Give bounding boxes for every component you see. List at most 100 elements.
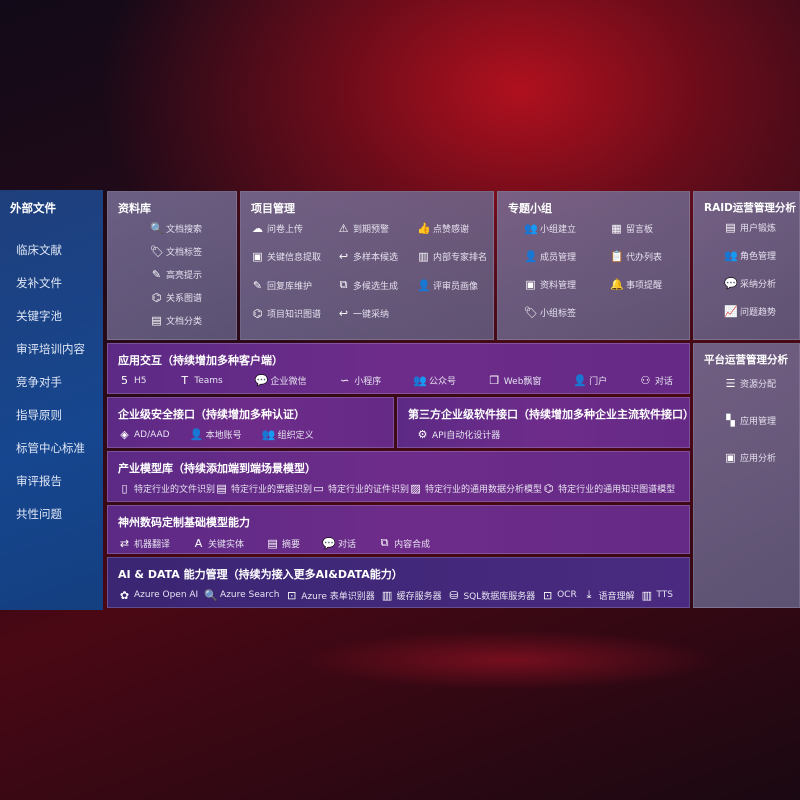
feature-item[interactable]: ⊡ OCR (541, 588, 577, 602)
sidebar-item[interactable]: 临床文献 (16, 243, 62, 257)
feature-item[interactable]: ☁ 问卷上传 (251, 222, 337, 235)
feature-item[interactable]: 💬 采纳分析 (724, 277, 789, 290)
feature-item[interactable]: ▥ 缓存服务器 (381, 588, 442, 602)
feature-label: 本地账号 (205, 431, 242, 441)
feature-label: Web飘窗 (503, 377, 542, 387)
id-card-icon: ▤ (725, 221, 736, 234)
sidebar-item[interactable]: 关键字池 (16, 309, 62, 323)
feature-item[interactable]: ▨ 特定行业的通用数据分析模型 (409, 482, 542, 495)
feature-item[interactable]: A 关键实体 (192, 536, 244, 550)
sidebar-item[interactable]: 审评培训内容 (16, 342, 85, 356)
industry-title: 产业模型库（持续添加端到端场景模型） (118, 462, 316, 475)
public-account-icon: 👥 (413, 374, 427, 387)
feature-item[interactable]: 🔔 事项提醒 (610, 278, 690, 291)
feature-item[interactable]: ⌬ 特定行业的通用知识图谱模型 (542, 482, 675, 495)
feature-item[interactable]: 🔍 文档搜索 (150, 222, 226, 235)
feature-item[interactable]: ✎ 回复库维护 (251, 278, 337, 292)
feature-item[interactable]: 💬 企业微信 (254, 374, 306, 387)
feature-item[interactable]: ☰ 资源分配 (724, 377, 789, 390)
feature-item[interactable]: ⌬ 项目知识图谱 (251, 307, 337, 320)
html5-icon: 5 (121, 374, 128, 387)
feature-label: 小组标签 (540, 309, 577, 319)
feature-label: 内容合成 (394, 539, 431, 550)
feature-item[interactable]: T Teams (178, 374, 222, 387)
sidebar-item[interactable]: 竞争对手 (16, 375, 62, 389)
sidebar-item[interactable]: 共性问题 (16, 507, 62, 521)
feature-item[interactable]: ▤ 特定行业的票据识别 (215, 482, 312, 495)
feature-label: 组织定义 (277, 431, 314, 441)
file-icon: ▯ (121, 482, 128, 495)
reply-icon: ↩ (338, 250, 349, 263)
feature-label: 内部专家排名 (433, 253, 488, 263)
feature-item[interactable]: 💬 对话 (322, 536, 356, 550)
feature-item[interactable]: ✎ 高亮提示 (150, 268, 226, 281)
feature-item[interactable]: 📈 问题趋势 (724, 305, 789, 318)
ocr-icon: ⊡ (542, 588, 553, 602)
feature-item[interactable]: ⛁ SQL数据库服务器 (447, 588, 535, 602)
feature-item[interactable]: ⤓ 语音理解 (583, 588, 635, 602)
feature-item[interactable]: ⊡ Azure 表单识别器 (285, 588, 375, 602)
feature-item[interactable]: 👥 公众号 (413, 374, 456, 387)
feature-label: 关键信息提取 (267, 253, 322, 263)
feature-item[interactable]: 🏷 小组标签 (524, 306, 610, 319)
feature-item[interactable]: 🔍 Azure Search (204, 588, 279, 602)
edit-icon: ✎ (252, 278, 263, 292)
feature-item[interactable]: ▥ 内部专家排名 (417, 250, 497, 263)
feature-item[interactable]: 📋 代办列表 (610, 250, 690, 263)
feature-item[interactable]: ▦ 留言板 (610, 222, 690, 235)
trend-icon: 📈 (724, 305, 738, 318)
openai-icon: ✿ (119, 588, 130, 602)
chart-icon: ▨ (410, 482, 421, 495)
feature-item[interactable]: 🏷 文档标签 (150, 245, 226, 258)
feature-item[interactable]: ◈ AD/AAD (118, 428, 169, 441)
feature-item[interactable]: ⚇ 对话 (639, 374, 672, 387)
sidebar-item[interactable]: 指导原则 (16, 408, 62, 422)
sidebar-item[interactable]: 发补文件 (16, 276, 62, 290)
feature-item[interactable]: ▭ 特定行业的证件识别 (312, 482, 409, 495)
feature-item[interactable]: 👥 小组建立 (524, 222, 610, 235)
chat-icon: 💬 (322, 536, 336, 550)
feature-item[interactable]: 👤 本地账号 (190, 428, 242, 441)
feature-item[interactable]: ↩ 一键采纳 (337, 307, 417, 320)
feature-item[interactable]: ❐ Web飘窗 (488, 374, 542, 387)
feature-item[interactable]: ▚ 应用管理 (724, 414, 789, 427)
feature-item[interactable]: ⚙ API自动化设计器 (416, 428, 501, 441)
feature-item[interactable]: ⇄ 机器翻译 (118, 536, 170, 550)
feature-item[interactable]: ⚠ 到期预警 (337, 222, 417, 235)
feature-label: Azure Open AI (134, 590, 199, 600)
feature-item[interactable]: ▤ 文档分类 (150, 314, 226, 327)
feature-item[interactable]: ▣ 应用分析 (724, 451, 789, 464)
raid-panel: RAID运营管理分析 ▤ 用户锻炼 👥 角色管理 💬 采纳分析 📈 问题趋势 (693, 191, 800, 340)
feature-item[interactable]: 👥 角色管理 (724, 249, 789, 262)
feature-item[interactable]: ▥ TTS (640, 588, 673, 602)
platform-list: ☰ 资源分配 ▚ 应用管理 ▣ 应用分析 (704, 377, 789, 464)
feature-item[interactable]: 👤 评审员画像 (417, 278, 497, 292)
wechat-icon: 💬 (254, 374, 269, 387)
feature-item[interactable]: ✿ Azure Open AI (118, 588, 198, 602)
feature-item[interactable]: ▯ 特定行业的文件识别 (118, 482, 215, 495)
feature-item[interactable]: ▤ 用户锻炼 (724, 221, 789, 234)
feature-item[interactable]: ▣ 资料管理 (524, 278, 610, 291)
ai-data-panel: AI & DATA 能力管理（持续为接入更多AI&DATA能力） ✿ Azure … (107, 557, 690, 608)
feature-label: 特定行业的文件识别 (134, 485, 216, 495)
feature-item[interactable]: ⧉ 多候选生成 (337, 278, 417, 292)
feature-item[interactable]: 👤 门户 (573, 374, 607, 387)
feature-item[interactable]: 👤 成员管理 (524, 250, 610, 263)
feature-label: 关系图谱 (166, 294, 203, 304)
feature-item[interactable]: 5 H5 (118, 374, 147, 387)
feature-item[interactable]: ▣ 关键信息提取 (251, 250, 337, 263)
analysis-icon: ▣ (725, 451, 736, 464)
feature-item[interactable]: ▤ 摘要 (266, 536, 300, 550)
feature-label: 小程序 (354, 377, 382, 387)
sidebar-item[interactable]: 审评报告 (16, 474, 62, 488)
feature-item[interactable]: 👍 点赞感谢 (417, 222, 497, 235)
feature-label: OCR (557, 590, 577, 600)
feature-item[interactable]: ⌬ 关系图谱 (150, 291, 226, 304)
sidebar-item[interactable]: 标管中心标准 (16, 441, 85, 455)
background-reflection (300, 630, 720, 690)
feature-label: 角色管理 (740, 252, 777, 262)
feature-item[interactable]: ↩ 多样本候选 (337, 250, 417, 263)
feature-item[interactable]: ∽ 小程序 (338, 374, 381, 387)
feature-item[interactable]: 👥 组织定义 (262, 428, 314, 441)
feature-item[interactable]: ⧉ 内容合成 (378, 536, 430, 550)
